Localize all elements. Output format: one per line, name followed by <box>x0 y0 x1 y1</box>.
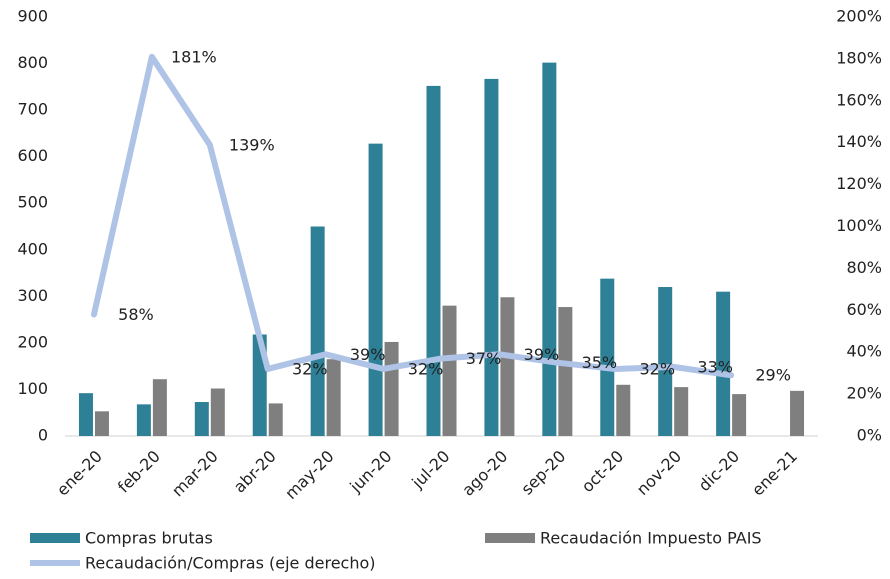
bar <box>790 390 805 436</box>
bar <box>600 278 615 436</box>
legend-swatch <box>485 533 535 543</box>
bar <box>674 387 689 436</box>
y2-tick-label: 40% <box>846 342 882 361</box>
y2-tick-label: 120% <box>836 174 882 193</box>
bar <box>268 403 283 436</box>
y2-tick-label: 160% <box>836 90 882 109</box>
data-label: 181% <box>171 47 217 66</box>
y2-tick-label: 180% <box>836 48 882 67</box>
bar <box>500 297 515 436</box>
y-tick-label: 300 <box>17 286 48 305</box>
data-label: 39% <box>524 345 560 364</box>
bar <box>94 411 109 436</box>
bar <box>616 384 631 436</box>
bar <box>384 341 399 436</box>
x-tick-label: jul-20 <box>407 447 453 493</box>
x-tick-label: sep-20 <box>517 447 569 499</box>
x-tick-label: ene-21 <box>748 447 801 500</box>
data-label: 35% <box>582 353 618 372</box>
bar <box>78 393 93 436</box>
x-tick-label: mar-20 <box>168 447 222 501</box>
y-tick-label: 400 <box>17 239 48 258</box>
y-tick-label: 900 <box>17 7 48 26</box>
x-tick-label: feb-20 <box>114 447 164 497</box>
legend-label: Recaudación/Compras (eje derecho) <box>85 554 376 573</box>
bar <box>442 305 457 436</box>
bar <box>368 143 383 436</box>
x-tick-label: may-20 <box>281 447 337 503</box>
y-tick-label: 100 <box>17 379 48 398</box>
x-tick-label: oct-20 <box>578 447 627 496</box>
data-label: 32% <box>292 359 328 378</box>
legend-label: Recaudación Impuesto PAIS <box>540 529 762 548</box>
bar <box>152 379 167 436</box>
x-tick-label: ene-20 <box>53 447 106 500</box>
data-label: 29% <box>755 366 791 385</box>
y2-tick-label: 140% <box>836 132 882 151</box>
bar <box>558 307 573 436</box>
y2-tick-label: 60% <box>846 300 882 319</box>
bar <box>732 394 747 436</box>
bar <box>716 291 731 436</box>
y-tick-label: 0 <box>38 426 48 445</box>
x-tick-label: jun-20 <box>345 447 395 497</box>
x-tick-label: abr-20 <box>230 447 280 497</box>
y2-tick-label: 0% <box>857 426 882 445</box>
y-tick-label: 800 <box>17 53 48 72</box>
x-tick-label: nov-20 <box>633 447 685 499</box>
data-label: 58% <box>118 305 154 324</box>
y-tick-label: 500 <box>17 193 48 212</box>
line <box>90 53 735 379</box>
y2-tick-label: 100% <box>836 216 882 235</box>
y-tick-label: 200 <box>17 332 48 351</box>
x-tick-label: ago-20 <box>458 447 511 500</box>
bar <box>210 388 225 436</box>
y2-tick-label: 20% <box>846 384 882 403</box>
data-label: 39% <box>350 345 386 364</box>
legend-label: Compras brutas <box>85 529 213 548</box>
legend-swatch <box>30 533 80 543</box>
data-label: 33% <box>697 357 733 376</box>
x-tick-label: dic-20 <box>695 447 743 495</box>
bar <box>426 85 441 436</box>
data-label: 32% <box>639 359 675 378</box>
bar <box>658 287 673 436</box>
y2-tick-label: 80% <box>846 258 882 277</box>
y2-tick-label: 200% <box>836 7 882 26</box>
data-label: 32% <box>408 359 444 378</box>
bar <box>326 359 341 436</box>
bar <box>484 78 499 437</box>
y-tick-label: 700 <box>17 100 48 119</box>
y-tick-label: 600 <box>17 146 48 165</box>
data-label: 139% <box>229 135 275 154</box>
bar <box>194 402 209 436</box>
bar <box>542 62 557 436</box>
bar <box>136 404 151 436</box>
bar <box>310 226 325 436</box>
data-label: 37% <box>466 349 502 368</box>
